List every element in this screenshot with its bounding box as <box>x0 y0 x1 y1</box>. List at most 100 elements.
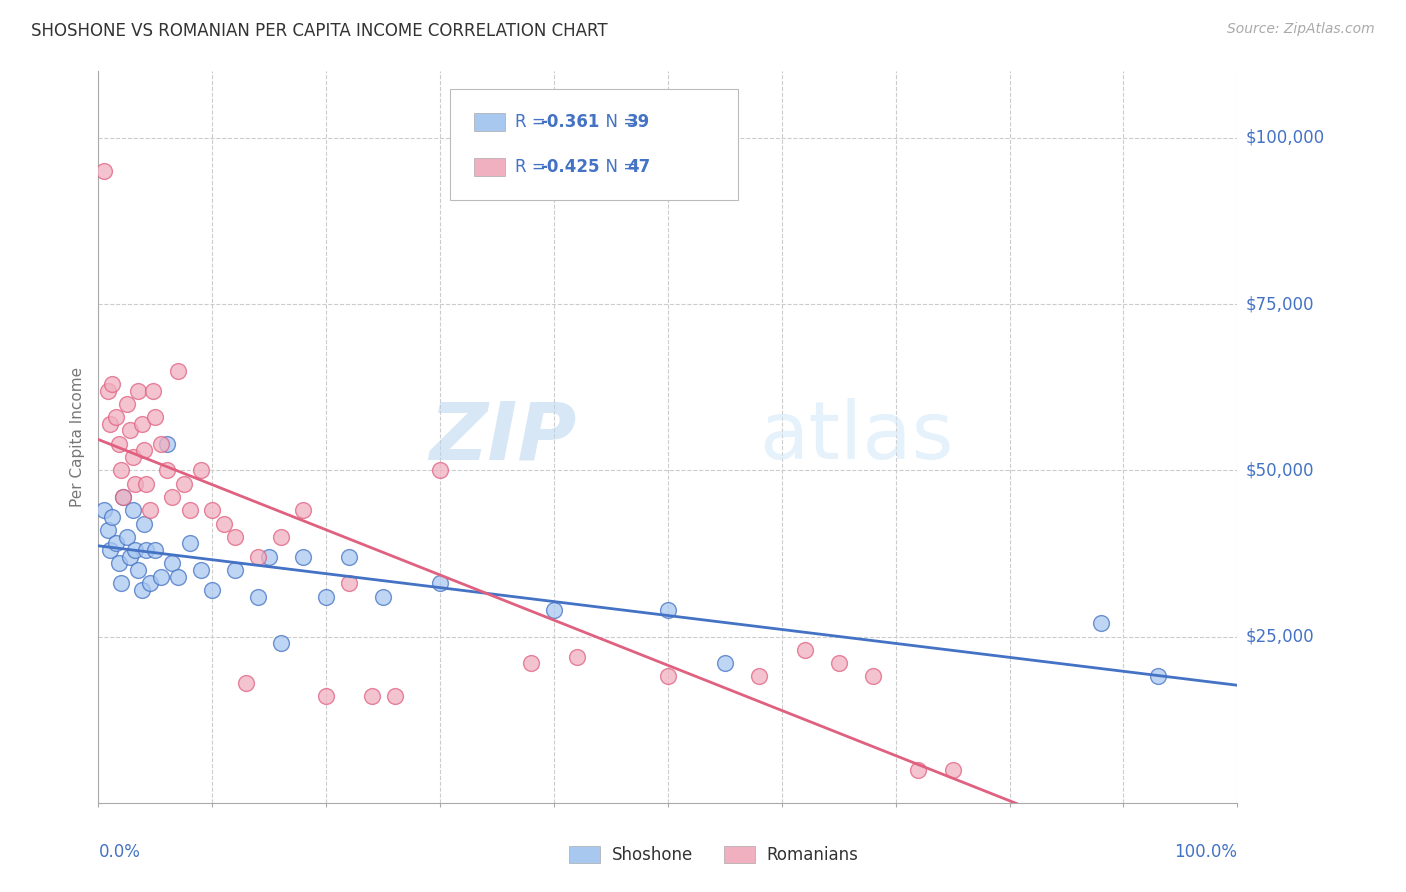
Point <box>167 363 190 377</box>
Point <box>270 530 292 544</box>
Point <box>104 410 127 425</box>
Point <box>259 549 281 564</box>
Point <box>270 636 292 650</box>
Point <box>907 763 929 777</box>
Point <box>145 410 167 425</box>
Point <box>150 436 173 450</box>
Point <box>127 563 149 577</box>
Point <box>201 503 224 517</box>
Point <box>292 503 315 517</box>
Text: R =: R = <box>515 113 551 131</box>
Point <box>115 397 138 411</box>
Point <box>292 549 315 564</box>
Point <box>360 690 382 704</box>
Point <box>942 763 965 777</box>
Point <box>162 557 184 571</box>
Text: R =: R = <box>515 158 551 176</box>
Point <box>748 669 770 683</box>
Point <box>104 536 127 550</box>
Point <box>132 443 155 458</box>
Text: 39: 39 <box>627 113 651 131</box>
Point <box>162 490 184 504</box>
Point <box>131 417 153 431</box>
Point <box>145 543 167 558</box>
Point <box>138 503 160 517</box>
Text: 0.0%: 0.0% <box>98 843 141 861</box>
Point <box>112 490 135 504</box>
Point <box>565 649 588 664</box>
Point <box>135 543 157 558</box>
Point <box>98 417 121 431</box>
Point <box>110 576 132 591</box>
Point <box>156 463 179 477</box>
Text: -0.425: -0.425 <box>540 158 599 176</box>
Text: atlas: atlas <box>759 398 953 476</box>
Point <box>201 582 224 597</box>
Point <box>1146 669 1168 683</box>
Point <box>246 590 269 604</box>
Point <box>108 557 131 571</box>
Point <box>520 656 543 670</box>
Point <box>127 384 149 398</box>
Text: N =: N = <box>595 113 643 131</box>
Point <box>315 690 337 704</box>
Point <box>93 503 115 517</box>
Point <box>110 463 132 477</box>
Point <box>131 582 153 597</box>
Point <box>173 476 195 491</box>
Point <box>101 509 124 524</box>
Point <box>543 603 565 617</box>
Point <box>657 603 679 617</box>
Point <box>224 563 246 577</box>
Point <box>156 436 179 450</box>
Point <box>384 690 406 704</box>
Point <box>93 164 115 178</box>
Point <box>124 476 146 491</box>
Point <box>190 563 212 577</box>
Point <box>138 576 160 591</box>
Point <box>337 549 360 564</box>
Text: Shoshone: Shoshone <box>612 846 693 863</box>
Point <box>714 656 737 670</box>
Point <box>657 669 679 683</box>
Point <box>120 424 142 438</box>
Point <box>315 590 337 604</box>
Point <box>371 590 394 604</box>
Point <box>150 570 173 584</box>
Point <box>167 570 190 584</box>
Text: SHOSHONE VS ROMANIAN PER CAPITA INCOME CORRELATION CHART: SHOSHONE VS ROMANIAN PER CAPITA INCOME C… <box>31 22 607 40</box>
Point <box>96 384 118 398</box>
Point <box>135 476 157 491</box>
Point <box>828 656 851 670</box>
Y-axis label: Per Capita Income: Per Capita Income <box>70 367 86 508</box>
Point <box>112 490 135 504</box>
Point <box>132 516 155 531</box>
Point <box>179 536 201 550</box>
Text: $75,000: $75,000 <box>1246 295 1315 313</box>
Text: $100,000: $100,000 <box>1246 128 1324 147</box>
Point <box>96 523 118 537</box>
Point <box>121 503 143 517</box>
Point <box>120 549 142 564</box>
Point <box>429 463 451 477</box>
Text: N =: N = <box>595 158 643 176</box>
Point <box>224 530 246 544</box>
Point <box>115 530 138 544</box>
Text: Source: ZipAtlas.com: Source: ZipAtlas.com <box>1227 22 1375 37</box>
Point <box>190 463 212 477</box>
Point <box>337 576 360 591</box>
Point <box>235 676 257 690</box>
Point <box>793 643 815 657</box>
Text: -0.361: -0.361 <box>540 113 599 131</box>
Text: $25,000: $25,000 <box>1246 628 1315 646</box>
Point <box>1090 616 1112 631</box>
Point <box>124 543 146 558</box>
Point <box>121 450 143 464</box>
Point <box>212 516 235 531</box>
Point <box>98 543 121 558</box>
Point <box>179 503 201 517</box>
Text: 100.0%: 100.0% <box>1174 843 1237 861</box>
Point <box>246 549 269 564</box>
Point <box>862 669 884 683</box>
Point <box>101 376 124 391</box>
